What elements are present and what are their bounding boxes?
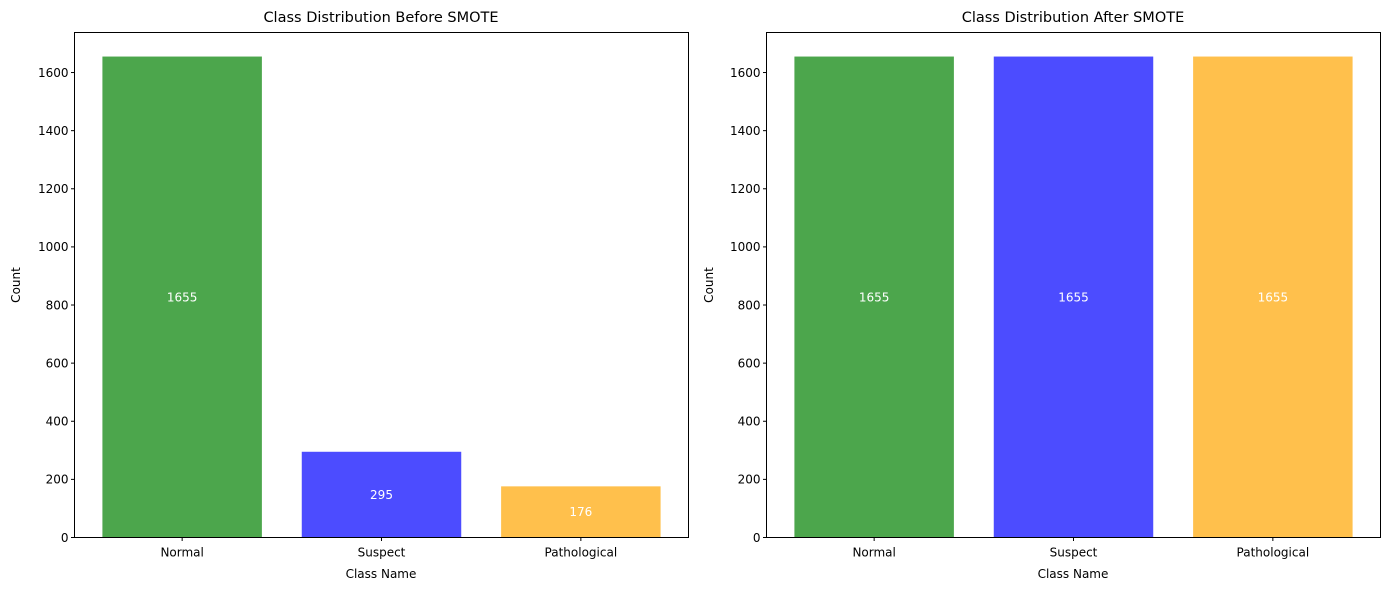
chart-before-smote: Class Distribution Before SMOTE Class Na… bbox=[9, 10, 689, 581]
bar-suspect bbox=[993, 56, 1154, 538]
x-tick-label: Normal bbox=[852, 546, 895, 560]
x-axis-title: Class Name bbox=[1038, 567, 1109, 581]
y-tick-label: 1600 bbox=[730, 66, 761, 80]
bar-normal bbox=[102, 56, 262, 538]
y-tick-label: 400 bbox=[738, 415, 761, 429]
x-tick-label: Pathological bbox=[1237, 546, 1310, 560]
bar-pathological bbox=[1193, 56, 1353, 538]
bar-value-label: 295 bbox=[370, 488, 393, 502]
y-tick-label: 1400 bbox=[38, 124, 69, 138]
bar-pathological bbox=[501, 486, 661, 538]
y-axis-title: Count bbox=[9, 267, 23, 303]
y-tick-label: 0 bbox=[753, 531, 761, 545]
y-tick-label: 1000 bbox=[730, 240, 761, 254]
y-tick-label: 200 bbox=[738, 473, 761, 487]
y-tick-label: 1400 bbox=[730, 124, 761, 138]
y-axis: 0 200 400 600 800 1000 1200 1400 1600 bbox=[730, 66, 767, 545]
x-tick-label: Suspect bbox=[358, 546, 406, 560]
bar-normal bbox=[794, 56, 954, 538]
bars bbox=[794, 56, 1353, 538]
bar-labels: 1655 1655 1655 bbox=[859, 290, 1288, 304]
chart-title: Class Distribution After SMOTE bbox=[962, 10, 1185, 26]
bars bbox=[102, 56, 661, 538]
y-tick-label: 600 bbox=[738, 356, 761, 370]
chart-after-smote: Class Distribution After SMOTE Class Nam… bbox=[702, 10, 1381, 581]
y-tick-label: 0 bbox=[61, 531, 69, 545]
y-tick-label: 800 bbox=[46, 298, 69, 312]
x-tick-label: Suspect bbox=[1050, 546, 1098, 560]
y-axis: 0 200 400 600 800 1000 1200 1400 1600 bbox=[38, 66, 75, 545]
y-tick-label: 400 bbox=[46, 415, 69, 429]
x-tick-label: Normal bbox=[160, 546, 203, 560]
bar-labels: 1655 295 176 bbox=[167, 290, 592, 519]
y-tick-label: 200 bbox=[46, 473, 69, 487]
y-axis-title: Count bbox=[702, 267, 716, 303]
chart-title: Class Distribution Before SMOTE bbox=[263, 10, 498, 26]
x-axis: Normal Suspect Pathological bbox=[852, 537, 1310, 560]
bar-value-label: 1655 bbox=[1058, 290, 1089, 304]
y-tick-label: 1200 bbox=[730, 182, 761, 196]
x-tick-label: Pathological bbox=[545, 546, 618, 560]
y-tick-label: 1000 bbox=[38, 240, 69, 254]
x-axis: Normal Suspect Pathological bbox=[160, 537, 618, 560]
y-tick-label: 600 bbox=[46, 356, 69, 370]
plot-frame bbox=[74, 32, 689, 538]
y-tick-label: 800 bbox=[738, 298, 761, 312]
y-tick-label: 1600 bbox=[38, 66, 69, 80]
bar-value-label: 176 bbox=[569, 505, 592, 519]
bar-suspect bbox=[301, 451, 462, 538]
bar-value-label: 1655 bbox=[167, 290, 198, 304]
bar-value-label: 1655 bbox=[859, 290, 890, 304]
x-axis-title: Class Name bbox=[346, 567, 417, 581]
plot-frame bbox=[766, 32, 1381, 538]
bar-value-label: 1655 bbox=[1258, 290, 1289, 304]
y-tick-label: 1200 bbox=[38, 182, 69, 196]
